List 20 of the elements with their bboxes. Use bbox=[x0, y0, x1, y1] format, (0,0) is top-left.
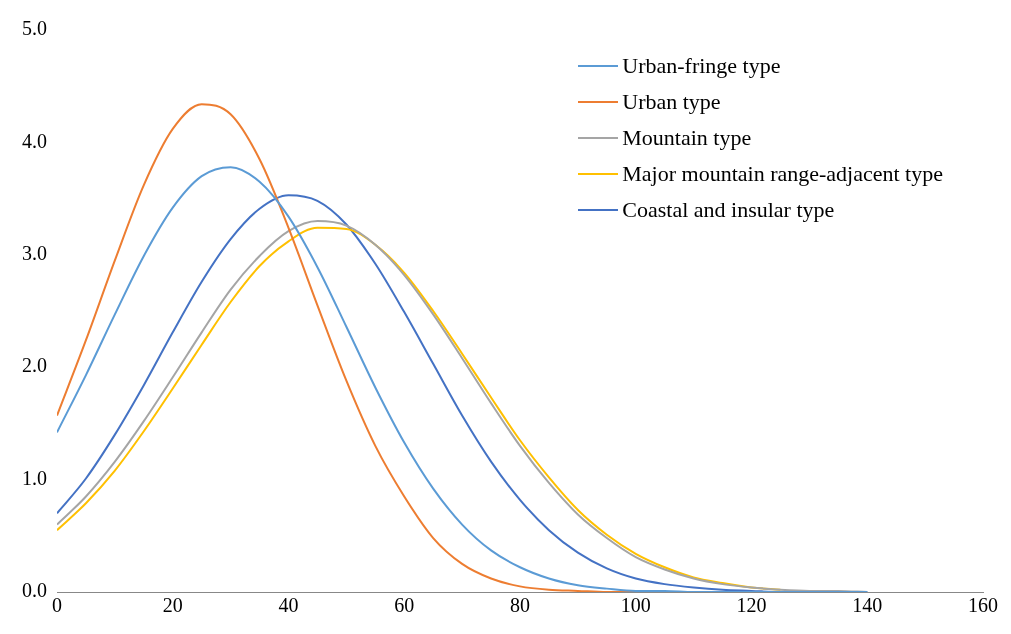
x-tick-label: 40 bbox=[278, 594, 299, 617]
legend-label: Major mountain range-adjacent type bbox=[622, 160, 943, 188]
y-tick-label: 2.0 bbox=[22, 354, 47, 377]
y-tick-label: 5.0 bbox=[22, 17, 47, 40]
x-tick-label: 120 bbox=[736, 594, 767, 617]
legend-label: Coastal and insular type bbox=[622, 196, 835, 224]
x-tick-label: 0 bbox=[52, 594, 62, 617]
y-tick-label: 0.0 bbox=[22, 579, 47, 602]
y-tick-label: 4.0 bbox=[22, 129, 47, 152]
y-tick-label: 1.0 bbox=[22, 466, 47, 489]
x-tick-label: 60 bbox=[394, 594, 415, 617]
legend-label: Urban-fringe type bbox=[622, 52, 781, 80]
x-tick-label: 140 bbox=[852, 594, 883, 617]
x-tick-label: 20 bbox=[162, 594, 183, 617]
x-tick-label: 100 bbox=[620, 594, 651, 617]
x-tick-label: 80 bbox=[510, 594, 530, 617]
legend-label: Urban type bbox=[622, 88, 721, 116]
y-tick-label: 3.0 bbox=[22, 242, 47, 265]
x-tick-label: 160 bbox=[968, 594, 998, 617]
legend-label: Mountain type bbox=[622, 124, 752, 152]
